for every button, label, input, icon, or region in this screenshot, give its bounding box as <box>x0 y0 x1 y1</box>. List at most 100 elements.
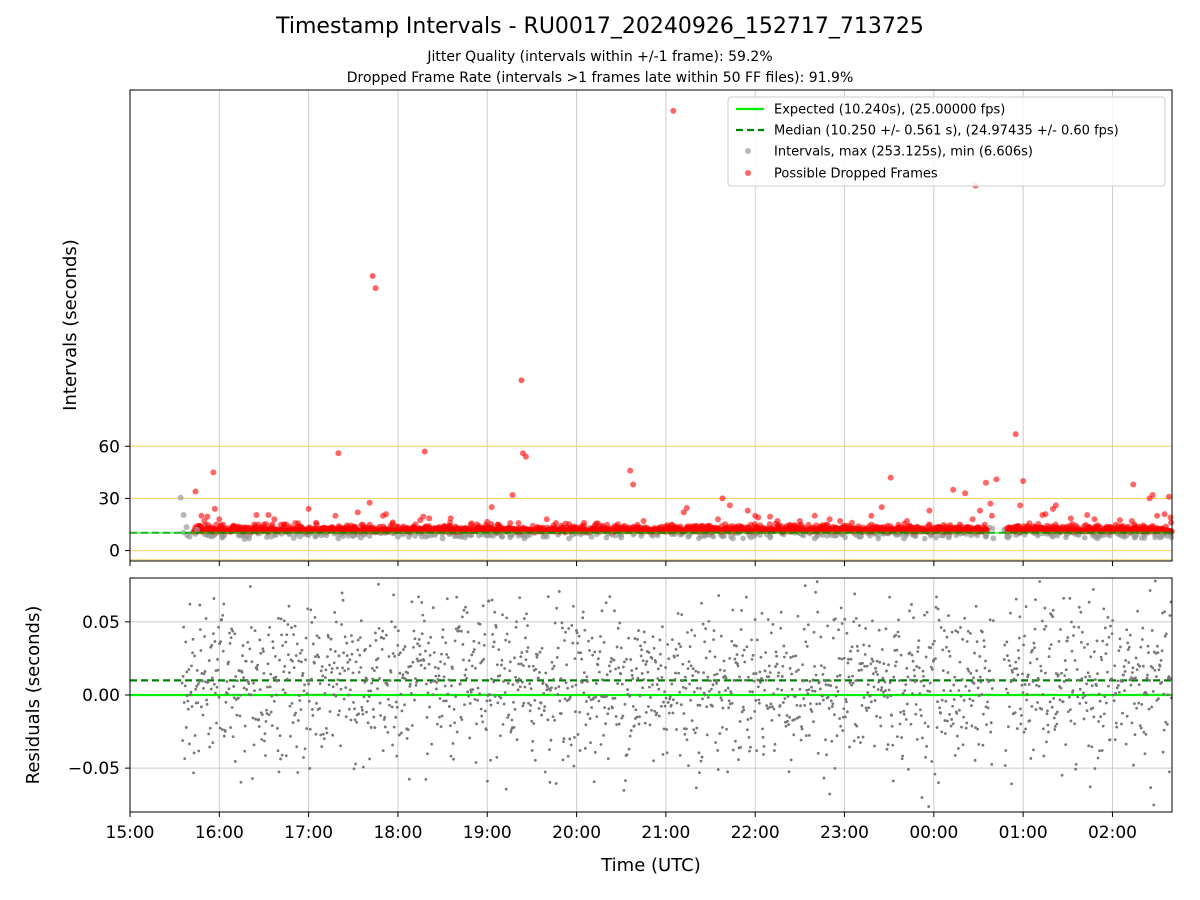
residual-point <box>1115 725 1119 729</box>
residual-point <box>891 743 895 747</box>
residual-point <box>905 666 909 670</box>
residual-point <box>774 650 778 654</box>
residual-point <box>962 699 966 702</box>
residual-point <box>446 656 450 659</box>
residual-point <box>804 734 808 737</box>
residual-point <box>465 676 468 680</box>
residual-point <box>1092 650 1096 654</box>
residual-point <box>631 704 635 708</box>
residual-point <box>780 688 784 692</box>
residual-point <box>1094 678 1097 682</box>
residual-point <box>313 661 316 665</box>
residual-point <box>676 654 679 657</box>
residual-point <box>602 640 606 644</box>
residual-point <box>765 704 769 708</box>
residual-point <box>952 683 956 687</box>
residual-point <box>779 610 783 614</box>
y-tick-label: 0.00 <box>82 686 120 706</box>
residual-point <box>980 692 984 696</box>
residual-point <box>828 792 832 796</box>
residual-point <box>1101 639 1105 643</box>
residual-point <box>667 657 671 661</box>
residual-point <box>730 701 734 705</box>
residual-point <box>674 647 678 651</box>
residual-point <box>469 690 473 694</box>
dropped-frame-point <box>826 516 833 523</box>
residual-point <box>540 713 543 717</box>
residual-point <box>418 644 422 648</box>
residual-point <box>1061 700 1065 704</box>
residual-point <box>755 749 759 752</box>
residual-point <box>412 629 416 633</box>
residual-point <box>314 732 318 736</box>
residual-point <box>688 682 691 686</box>
residual-point <box>329 648 332 651</box>
residual-point <box>720 698 724 702</box>
residual-point <box>1139 645 1143 649</box>
residual-point <box>527 664 531 668</box>
residual-point <box>211 741 215 745</box>
residual-point <box>776 687 780 691</box>
residual-point <box>1092 715 1096 719</box>
residual-point <box>534 667 538 671</box>
residual-point <box>801 679 805 683</box>
residual-point <box>1116 683 1120 687</box>
residual-point <box>358 653 362 657</box>
residual-point <box>860 668 863 672</box>
residual-point <box>753 618 757 621</box>
residual-point <box>559 712 563 716</box>
residual-point <box>458 682 462 686</box>
residual-point <box>918 708 922 712</box>
residual-point <box>462 608 466 612</box>
residual-point <box>645 660 649 663</box>
residual-point <box>552 664 556 668</box>
residual-point <box>552 677 555 681</box>
dropped-frame-point <box>192 488 199 495</box>
residual-point <box>614 667 617 671</box>
residual-point <box>802 627 806 631</box>
residual-point <box>320 665 324 668</box>
residual-point <box>492 640 496 644</box>
residual-point <box>909 678 912 682</box>
residual-point <box>764 651 768 654</box>
residual-point <box>537 707 541 710</box>
residual-point <box>520 651 524 655</box>
residual-point <box>942 629 946 633</box>
residual-point <box>802 697 806 700</box>
residual-point <box>935 595 938 599</box>
residual-point <box>398 671 402 675</box>
residual-point <box>490 677 493 681</box>
residual-point <box>1013 711 1017 714</box>
residual-point <box>587 639 590 643</box>
residual-point <box>892 675 896 679</box>
residual-point <box>525 650 529 653</box>
residual-point <box>1149 786 1153 790</box>
residual-point <box>805 645 809 648</box>
residual-point <box>543 705 547 708</box>
residual-point <box>951 704 955 708</box>
residual-point <box>1073 659 1077 662</box>
residual-point <box>471 688 475 691</box>
residual-point <box>945 635 949 639</box>
residual-point <box>577 634 581 638</box>
residual-point <box>378 701 382 705</box>
residual-point <box>304 658 307 662</box>
interval-point <box>566 535 573 542</box>
residual-point <box>1151 666 1155 670</box>
residual-point <box>1004 687 1008 691</box>
residual-point <box>661 752 665 756</box>
residual-point <box>864 706 868 710</box>
residual-point <box>759 681 762 684</box>
dropped-frame-point <box>878 504 885 511</box>
residual-point <box>437 666 440 670</box>
residual-point <box>905 702 909 706</box>
residual-point <box>309 677 313 681</box>
residual-point <box>1017 636 1021 640</box>
residual-point <box>832 713 836 717</box>
residual-point <box>712 629 716 632</box>
residual-point <box>686 667 690 671</box>
residual-point <box>855 644 859 648</box>
residual-point <box>940 730 944 734</box>
residual-point <box>687 764 690 768</box>
